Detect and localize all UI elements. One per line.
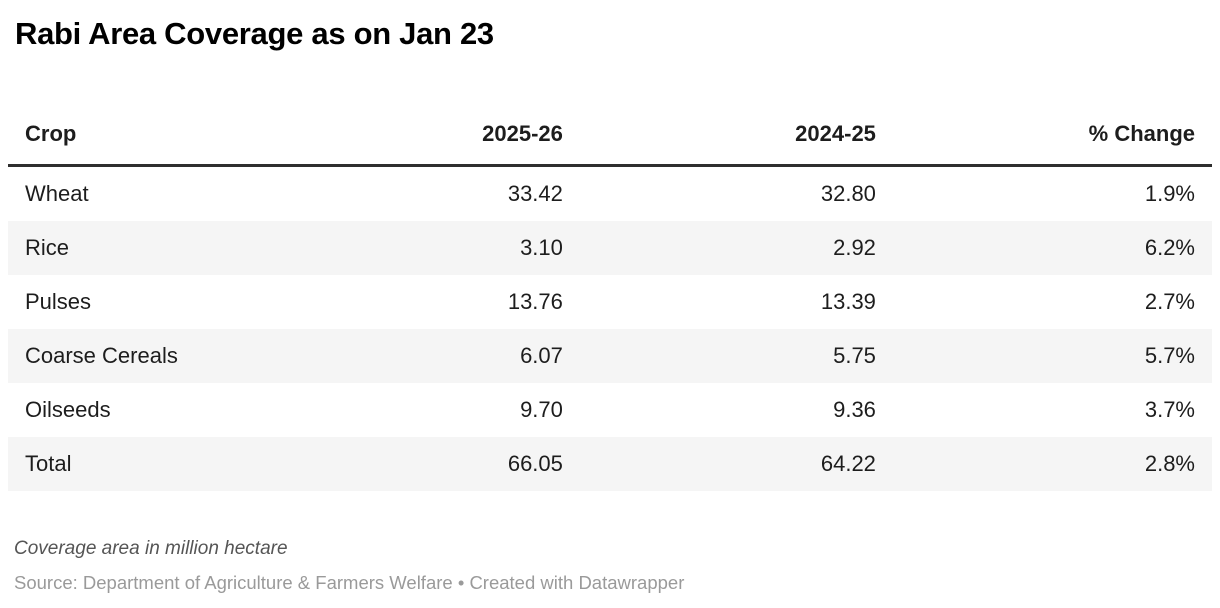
table-row-rice: Rice 3.10 2.92 6.2% (8, 221, 1212, 275)
cell-value-2024-25: 2.92 (833, 235, 876, 260)
page-title: Rabi Area Coverage as on Jan 23 (15, 16, 494, 51)
table-header: Crop 2025-26 2024-25 % Change (8, 104, 1212, 167)
source-attribution: Source: Department of Agriculture & Farm… (14, 572, 685, 593)
cell-value-2024-25: 5.75 (833, 343, 876, 368)
chart-notes: Coverage area in million hectare (14, 538, 288, 559)
table-row-total: Total 66.05 64.22 2.8% (8, 437, 1212, 491)
cell-value-2025-26: 66.05 (507, 451, 563, 476)
data-table: Crop 2025-26 2024-25 % Change Wheat 33.4… (8, 104, 1212, 491)
table-row-oilseeds: Oilseeds 9.70 9.36 3.7% (8, 383, 1212, 437)
table-body: Wheat 33.42 32.80 1.9% Rice 3.10 2.92 6.… (8, 166, 1212, 491)
table-row-coarse-cereals: Coarse Cereals 6.07 5.75 5.7% (8, 329, 1212, 383)
cell-value-2025-26: 33.42 (507, 181, 563, 206)
cell-value-2025-26: 6.07 (520, 343, 563, 368)
cell-crop: Coarse Cereals (25, 343, 178, 368)
cell-value-2025-26: 3.10 (520, 235, 563, 260)
cell-crop: Total (25, 451, 72, 476)
cell-value-2025-26: 9.70 (520, 397, 563, 422)
cell-value-2024-25: 13.39 (820, 289, 876, 314)
cell-pct-change: 6.2% (1144, 235, 1195, 260)
cell-value-2024-25: 64.22 (820, 451, 876, 476)
column-header-2025-26: 2025-26 (333, 104, 580, 167)
cell-crop: Pulses (25, 289, 92, 314)
table-row-wheat: Wheat 33.42 32.80 1.9% (8, 166, 1212, 222)
cell-crop: Wheat (25, 181, 89, 206)
cell-value-2024-25: 9.36 (833, 397, 876, 422)
column-header-pct-change: % Change (892, 104, 1212, 167)
table-row-pulses: Pulses 13.76 13.39 2.7% (8, 275, 1212, 329)
table-header-row: Crop 2025-26 2024-25 % Change (8, 104, 1212, 167)
column-header-2024-25: 2024-25 (579, 104, 893, 167)
cell-value-2024-25: 32.80 (820, 181, 876, 206)
column-header-crop: Crop (8, 104, 334, 167)
cell-crop: Oilseeds (25, 397, 111, 422)
cell-pct-change: 3.7% (1144, 397, 1195, 422)
cell-pct-change: 2.8% (1144, 451, 1195, 476)
cell-crop: Rice (25, 235, 70, 260)
cell-pct-change: 5.7% (1144, 343, 1195, 368)
cell-value-2025-26: 13.76 (507, 289, 563, 314)
cell-pct-change: 2.7% (1144, 289, 1195, 314)
cell-pct-change: 1.9% (1144, 181, 1195, 206)
